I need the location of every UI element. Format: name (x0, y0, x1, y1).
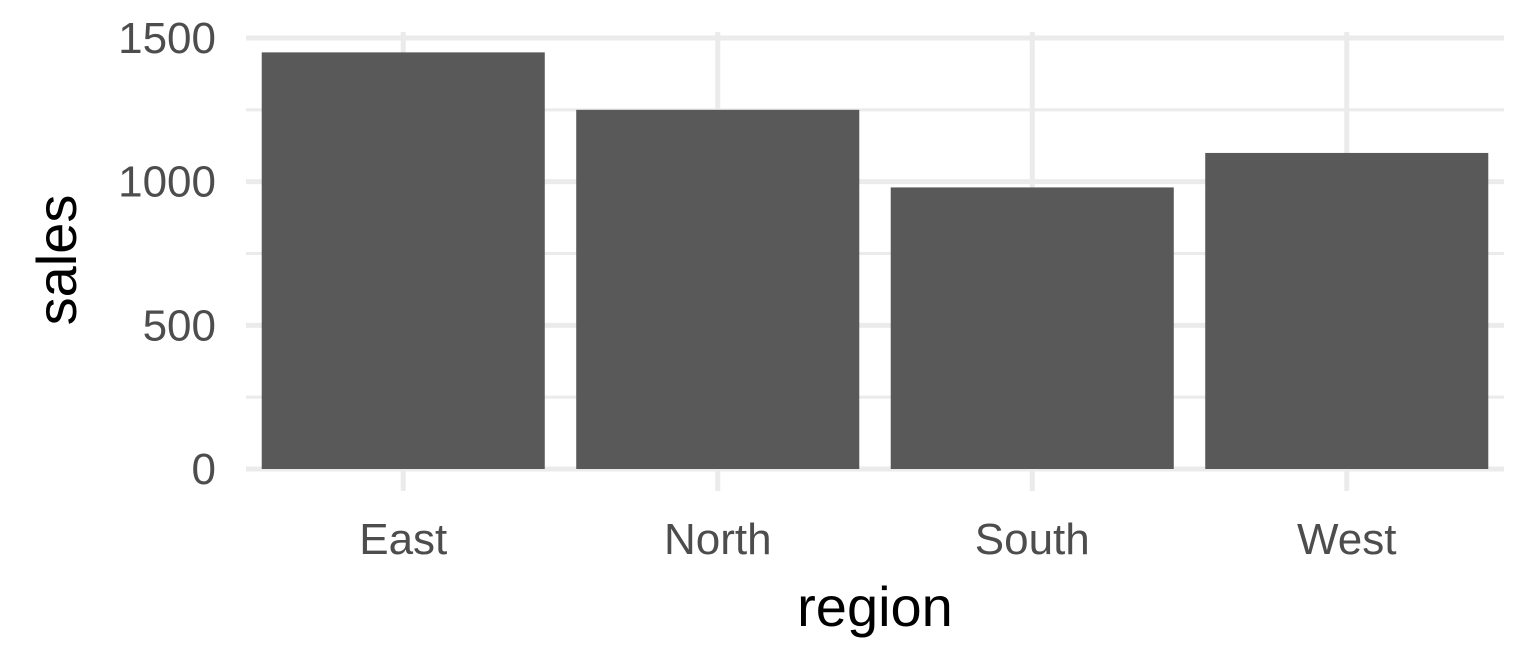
y-tick-label: 500 (143, 301, 216, 350)
y-axis-tick-labels: 0 500 1000 1500 (118, 14, 216, 494)
x-tick-label: East (359, 515, 447, 564)
x-axis-tick-labels: East North South West (359, 515, 1396, 564)
bar-south (890, 187, 1174, 469)
y-tick-label: 1500 (118, 14, 216, 63)
bar-west (1205, 152, 1489, 469)
x-axis-title: region (797, 575, 953, 638)
bar-east (261, 52, 545, 469)
y-axis-title: sales (25, 195, 88, 326)
x-tick-label: West (1297, 515, 1396, 564)
bars (261, 52, 1489, 469)
x-tick-label: South (975, 515, 1090, 564)
bar-north (576, 109, 860, 469)
y-tick-label: 1000 (118, 158, 216, 207)
x-tick-label: North (664, 515, 772, 564)
y-tick-label: 0 (192, 445, 216, 494)
